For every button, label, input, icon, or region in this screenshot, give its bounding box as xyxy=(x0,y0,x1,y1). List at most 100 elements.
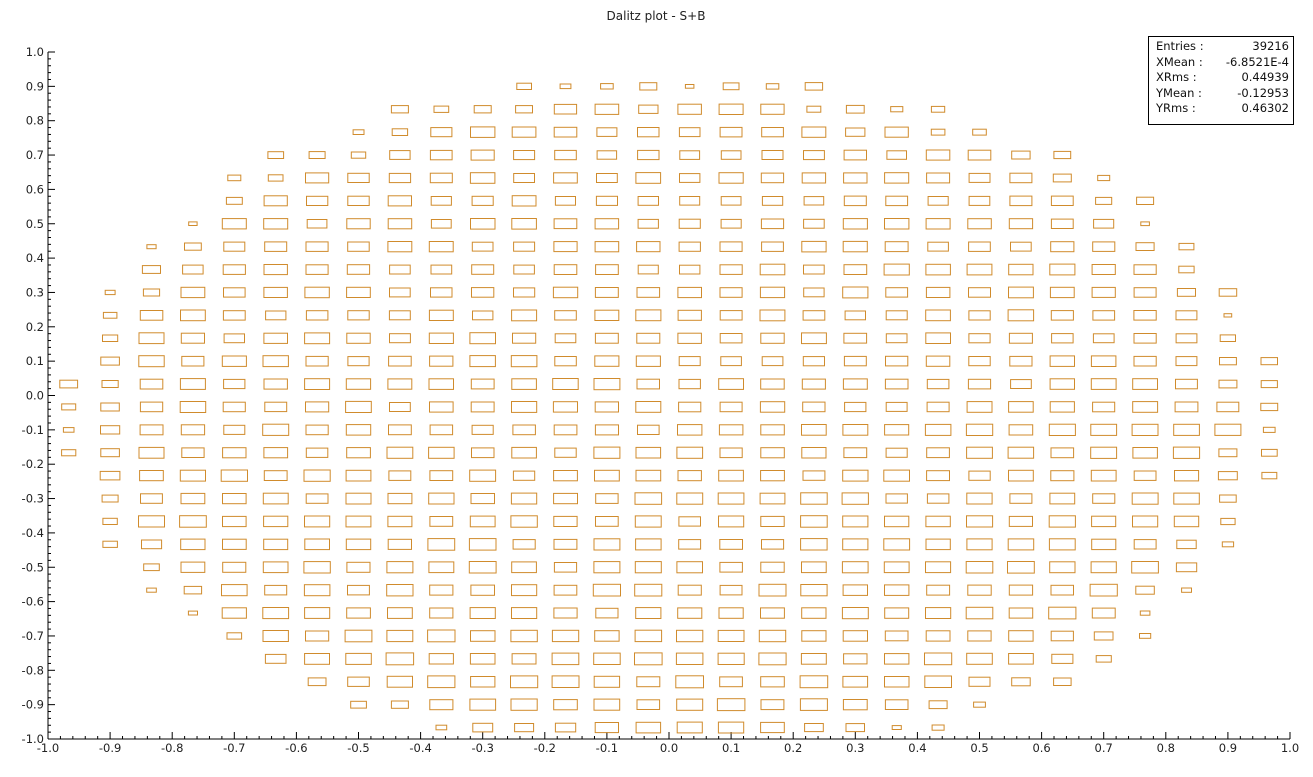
bin-box xyxy=(676,561,704,574)
bin-box xyxy=(427,675,456,689)
bin-box xyxy=(1095,655,1112,663)
bin-box xyxy=(717,492,745,505)
bin-box xyxy=(803,150,825,161)
bin-box xyxy=(637,127,660,138)
bin-box xyxy=(141,539,163,550)
bin-box xyxy=(262,355,289,368)
bin-box xyxy=(592,583,621,597)
bin-box xyxy=(469,332,496,345)
bin-box xyxy=(513,287,536,298)
stat-ymean-label: YMean : xyxy=(1156,85,1202,100)
bin-box xyxy=(760,378,785,390)
bin-box xyxy=(139,310,164,321)
bin-box xyxy=(1181,587,1192,593)
x-tick-label: 0.9 xyxy=(1219,741,1237,755)
bin-box xyxy=(428,446,455,459)
bin-box xyxy=(469,515,496,528)
bin-box xyxy=(636,287,661,298)
bin-box xyxy=(884,653,910,665)
bin-box xyxy=(554,310,577,321)
bin-box xyxy=(678,401,702,413)
bin-box xyxy=(843,355,867,367)
bin-box xyxy=(100,356,120,366)
bin-box xyxy=(1090,446,1118,459)
bin-box xyxy=(1049,561,1076,574)
bin-box xyxy=(842,218,868,230)
bin-box xyxy=(1090,469,1117,482)
bin-box xyxy=(968,241,991,252)
bin-box xyxy=(388,172,412,184)
bin-box xyxy=(925,515,951,528)
bin-box xyxy=(891,725,902,730)
bin-box xyxy=(142,288,161,297)
bin-box xyxy=(884,172,910,184)
y-tick-label: -0.1 xyxy=(22,423,44,437)
bin-box xyxy=(760,721,785,734)
x-tick-label: -0.7 xyxy=(223,741,245,755)
bin-box xyxy=(1132,378,1158,390)
bin-box xyxy=(884,584,910,596)
bin-box xyxy=(966,401,993,413)
bin-box xyxy=(347,172,370,184)
bin-box xyxy=(304,538,330,551)
bin-box xyxy=(1174,401,1199,413)
bin-box xyxy=(1050,584,1074,596)
bin-box xyxy=(966,492,993,505)
bin-box xyxy=(1008,607,1034,619)
bin-box xyxy=(968,172,991,183)
bin-box xyxy=(885,333,908,344)
bin-box xyxy=(304,378,331,391)
bin-box xyxy=(801,172,827,184)
bin-box xyxy=(429,584,454,596)
bin-box xyxy=(1008,218,1034,230)
bin-box xyxy=(765,83,780,90)
bin-box xyxy=(139,424,164,436)
bin-box xyxy=(552,401,579,413)
bin-box xyxy=(511,126,537,138)
bin-box xyxy=(1052,173,1072,183)
bin-box xyxy=(553,699,578,711)
bin-box xyxy=(304,332,331,345)
bin-box xyxy=(679,264,701,275)
bin-box xyxy=(141,265,161,274)
bin-box xyxy=(1049,286,1075,299)
bin-box xyxy=(510,629,538,643)
bin-box xyxy=(759,309,786,322)
bin-box xyxy=(263,378,288,390)
bin-box xyxy=(222,515,247,528)
bin-box xyxy=(512,332,537,344)
bin-box xyxy=(1131,492,1159,505)
bin-box xyxy=(636,676,661,688)
bin-box xyxy=(553,126,578,138)
bin-box xyxy=(806,105,822,113)
bin-box xyxy=(553,492,578,505)
bin-box xyxy=(760,515,785,528)
y-tick-label: 0.9 xyxy=(26,79,44,93)
y-tick-label: -0.4 xyxy=(22,526,44,540)
bin-box xyxy=(718,607,744,619)
bin-box xyxy=(179,469,207,482)
bin-box xyxy=(928,700,948,710)
bin-box xyxy=(925,286,951,298)
bin-box xyxy=(511,561,537,574)
bin-box xyxy=(513,173,536,183)
bin-box xyxy=(1090,355,1117,367)
bin-box xyxy=(804,82,824,91)
bin-box xyxy=(678,127,701,138)
bin-box xyxy=(925,561,952,574)
bin-box xyxy=(428,492,455,505)
bin-box xyxy=(593,446,621,459)
bin-box xyxy=(554,722,577,733)
stat-yrms-value: 0.46302 xyxy=(1241,101,1289,115)
bin-box xyxy=(262,607,290,620)
bin-box xyxy=(802,356,825,367)
bin-box xyxy=(884,699,909,710)
bin-box xyxy=(678,218,701,229)
bin-box xyxy=(968,333,991,344)
bin-box xyxy=(1091,607,1116,619)
bin-box xyxy=(554,149,577,161)
bin-box xyxy=(221,218,247,230)
bin-box xyxy=(967,218,992,230)
bin-box xyxy=(1050,447,1075,459)
y-tick-label: 0.2 xyxy=(26,320,44,334)
